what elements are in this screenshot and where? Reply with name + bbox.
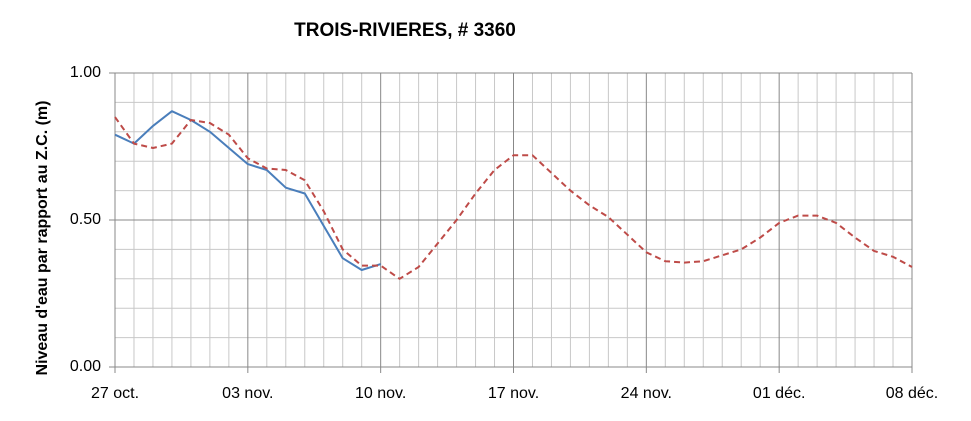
- x-tick-label: 03 nov.: [222, 385, 273, 402]
- x-tick-label: 08 déc.: [886, 385, 938, 402]
- y-tick-label: 0.50: [70, 211, 101, 228]
- chart-title: TROIS-RIVIERES, # 3360: [294, 20, 516, 41]
- x-tick-label: 24 nov.: [621, 385, 672, 402]
- x-tick-label: 10 nov.: [355, 385, 406, 402]
- x-tick-label: 27 oct.: [91, 385, 139, 402]
- x-tick-label: 01 déc.: [753, 385, 805, 402]
- y-axis-label: Niveau d'eau par rapport au Z.C. (m): [34, 101, 51, 376]
- series-line: [114, 110, 381, 271]
- series-line: [114, 116, 913, 280]
- x-tick-label: 17 nov.: [488, 385, 539, 402]
- y-tick-label: 0.00: [70, 358, 101, 375]
- y-tick-label: 1.00: [70, 64, 101, 81]
